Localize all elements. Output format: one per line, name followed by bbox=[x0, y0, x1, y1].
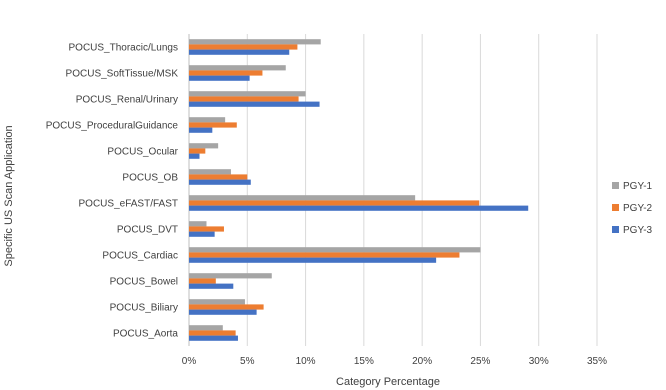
legend-label: PGY-2 bbox=[623, 203, 653, 214]
bar-pgy-2 bbox=[189, 252, 460, 258]
x-tick-label: 10% bbox=[296, 356, 316, 367]
bar-pgy-1 bbox=[189, 325, 223, 331]
category-label: POCUS_ProceduralGuidance bbox=[46, 121, 179, 132]
bar-pgy-2 bbox=[189, 70, 263, 76]
bar-pgy-2 bbox=[189, 304, 264, 310]
category-label: POCUS_Cardiac bbox=[102, 251, 178, 262]
bar-pgy-3 bbox=[189, 179, 251, 185]
category-label: POCUS_Ocular bbox=[107, 147, 178, 158]
bar-pgy-3 bbox=[189, 283, 234, 289]
bar-pgy-3 bbox=[189, 153, 200, 159]
legend: PGY-1 PGY-2 PGY-3 bbox=[612, 181, 653, 236]
bar-pgy-1 bbox=[189, 195, 416, 201]
bar-pgy-2 bbox=[189, 330, 236, 336]
x-axis-title: Category Percentage bbox=[336, 376, 440, 388]
bar-pgy-3 bbox=[189, 75, 250, 81]
category-label: POCUS_Aorta bbox=[113, 329, 178, 340]
legend-label: PGY-1 bbox=[623, 181, 653, 192]
bar-pgy-1 bbox=[189, 91, 306, 97]
category-label: POCUS_DVT bbox=[117, 225, 178, 236]
legend-label: PGY-3 bbox=[623, 225, 653, 236]
x-tick-labels: 0% 5% 10% 15% 20% 25% 30% 35% bbox=[182, 356, 607, 367]
category-label: POCUS_eFAST/FAST bbox=[79, 199, 178, 210]
bar-pgy-1 bbox=[189, 117, 226, 123]
bar-pgy-3 bbox=[189, 205, 529, 211]
bar-pgy-2 bbox=[189, 148, 206, 154]
x-tick-label: 15% bbox=[354, 356, 374, 367]
x-tick-label: 5% bbox=[240, 356, 255, 367]
category-label: POCUS_Biliary bbox=[110, 303, 178, 314]
bar-pgy-3 bbox=[189, 101, 320, 107]
bar-pgy-2 bbox=[189, 278, 216, 284]
bar-pgy-3 bbox=[189, 49, 290, 55]
bar-pgy-3 bbox=[189, 231, 215, 237]
bar-pgy-2 bbox=[189, 226, 224, 232]
bar-pgy-2 bbox=[189, 200, 480, 206]
bar-pgy-1 bbox=[189, 221, 207, 227]
bar-pgy-1 bbox=[189, 169, 231, 175]
bar-pgy-3 bbox=[189, 127, 213, 133]
category-label: POCUS_OB bbox=[122, 173, 178, 184]
bars-group bbox=[189, 39, 529, 341]
bar-pgy-3 bbox=[189, 335, 238, 341]
bar-pgy-1 bbox=[189, 299, 245, 305]
category-label: POCUS_Renal/Urinary bbox=[76, 95, 178, 106]
category-label: POCUS_Bowel bbox=[110, 277, 178, 288]
y-axis-title: Specific US Scan Application bbox=[3, 125, 15, 266]
bar-pgy-2 bbox=[189, 174, 248, 180]
category-label: POCUS_Thoracic/Lungs bbox=[69, 43, 179, 54]
bar-pgy-1 bbox=[189, 143, 219, 149]
category-labels: POCUS_Thoracic/Lungs POCUS_SoftTissue/MSK… bbox=[46, 43, 179, 340]
gridlines bbox=[188, 34, 598, 346]
bar-pgy-2 bbox=[189, 96, 299, 102]
x-tick-label: 35% bbox=[587, 356, 607, 367]
x-tick-label: 0% bbox=[182, 356, 197, 367]
bar-pgy-2 bbox=[189, 122, 237, 128]
bar-pgy-1 bbox=[189, 65, 286, 71]
bar-pgy-1 bbox=[189, 273, 272, 279]
legend-swatch bbox=[612, 226, 619, 233]
bar-pgy-2 bbox=[189, 44, 298, 50]
bar-pgy-1 bbox=[189, 39, 321, 45]
x-tick-label: 25% bbox=[470, 356, 490, 367]
legend-swatch bbox=[612, 182, 619, 189]
category-label: POCUS_SoftTissue/MSK bbox=[66, 69, 179, 80]
legend-swatch bbox=[612, 204, 619, 211]
bar-pgy-3 bbox=[189, 309, 257, 315]
bar-pgy-1 bbox=[189, 247, 481, 253]
x-tick-label: 30% bbox=[529, 356, 549, 367]
bar-pgy-3 bbox=[189, 257, 437, 263]
x-tick-label: 20% bbox=[412, 356, 432, 367]
